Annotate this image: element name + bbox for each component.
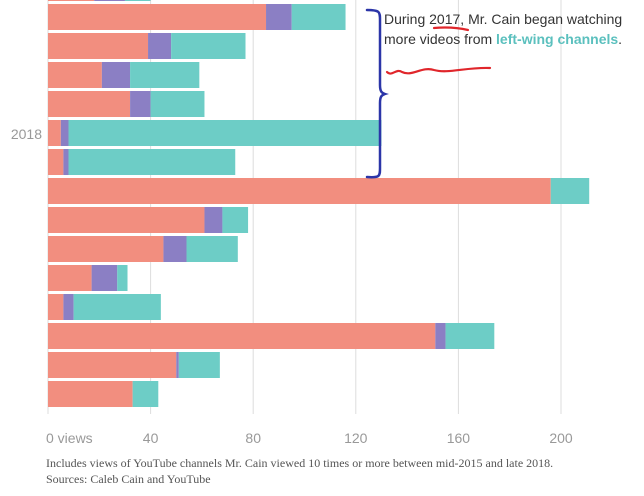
bar-segment xyxy=(48,207,205,233)
bar-segment xyxy=(48,381,133,407)
bar-row xyxy=(48,4,346,30)
x-tick-label: 40 xyxy=(143,430,159,446)
curly-brace-annotation xyxy=(365,8,389,179)
bar-segment xyxy=(48,323,436,349)
annotation-middle: , Mr. Cain began watching more videos fr… xyxy=(384,11,623,47)
x-tick-label: 80 xyxy=(245,430,261,446)
bar-segment xyxy=(550,178,590,204)
bar-segment xyxy=(48,352,177,378)
bar-segment xyxy=(48,91,131,117)
x-tick-label: 160 xyxy=(447,430,471,446)
bar-segment xyxy=(186,236,238,262)
bar-row xyxy=(48,120,382,146)
annotation-prefix: During xyxy=(384,11,430,27)
bar-segment xyxy=(48,62,102,88)
bar-segment xyxy=(130,62,200,88)
footnote: Includes views of YouTube channels Mr. C… xyxy=(46,455,642,487)
bar-segment xyxy=(73,294,161,320)
bar-row xyxy=(48,265,128,291)
bar-segment xyxy=(445,323,495,349)
underline-highlight xyxy=(385,66,492,75)
bar-row xyxy=(48,91,205,117)
bar-segment xyxy=(60,120,69,146)
bar-segment xyxy=(291,4,346,30)
stacked-bar-chart: 0 views 40 80 120 160 200 2018 xyxy=(11,0,590,446)
bar-segment xyxy=(48,265,92,291)
bar-segment xyxy=(48,4,267,30)
bar-segment xyxy=(222,207,249,233)
annotation-text: During 2017, Mr. Cain began watching mor… xyxy=(384,9,624,49)
bar-segment xyxy=(101,62,131,88)
bar-row xyxy=(48,352,220,378)
bar-segment xyxy=(435,323,446,349)
annotation-highlight: left-wing channels xyxy=(496,31,619,47)
annotation-suffix: . xyxy=(618,31,623,47)
footnote-line-1: Includes views of YouTube channels Mr. C… xyxy=(46,456,554,470)
bar-segment xyxy=(163,236,187,262)
bar-segment xyxy=(178,352,220,378)
bar-segment xyxy=(48,120,61,146)
bar-segment xyxy=(150,91,205,117)
bar-segment xyxy=(124,0,151,1)
bar-segment xyxy=(130,91,151,117)
bar-row xyxy=(48,178,590,204)
bar-segment xyxy=(68,149,236,175)
underline-year xyxy=(432,26,470,32)
bar-row xyxy=(48,323,495,349)
bar-segment xyxy=(171,33,246,59)
bar-row xyxy=(48,294,161,320)
x-axis-ticks: 0 views 40 80 120 160 200 xyxy=(46,430,573,446)
footnote-line-2: Sources: Caleb Cain and YouTube xyxy=(46,472,211,486)
bar-segment xyxy=(91,265,118,291)
bar-segment xyxy=(132,381,159,407)
bar-row xyxy=(48,207,249,233)
bar-row xyxy=(48,236,238,262)
bar-segment xyxy=(68,120,382,146)
x-tick-label: 120 xyxy=(344,430,368,446)
annotation-year: 2017 xyxy=(429,11,461,27)
bar-segment xyxy=(63,294,74,320)
bar-row xyxy=(48,62,200,88)
bars xyxy=(48,0,590,407)
bar-segment xyxy=(204,207,223,233)
x-tick-label: 200 xyxy=(549,430,573,446)
bar-row xyxy=(48,149,236,175)
bar-segment xyxy=(48,294,64,320)
bar-segment xyxy=(94,0,125,1)
bar-segment xyxy=(48,33,149,59)
x-tick-label: 0 views xyxy=(46,430,93,446)
bar-segment xyxy=(48,236,164,262)
bar-segment xyxy=(48,149,64,175)
bar-row xyxy=(48,33,246,59)
bar-segment xyxy=(63,149,69,175)
bar-segment xyxy=(176,352,179,378)
bar-row xyxy=(48,381,159,407)
y-category-label: 2018 xyxy=(11,126,42,142)
bar-row xyxy=(48,0,151,1)
bar-segment xyxy=(148,33,172,59)
bar-segment xyxy=(48,178,551,204)
bar-segment xyxy=(266,4,292,30)
bar-segment xyxy=(48,0,95,1)
bar-segment xyxy=(117,265,128,291)
